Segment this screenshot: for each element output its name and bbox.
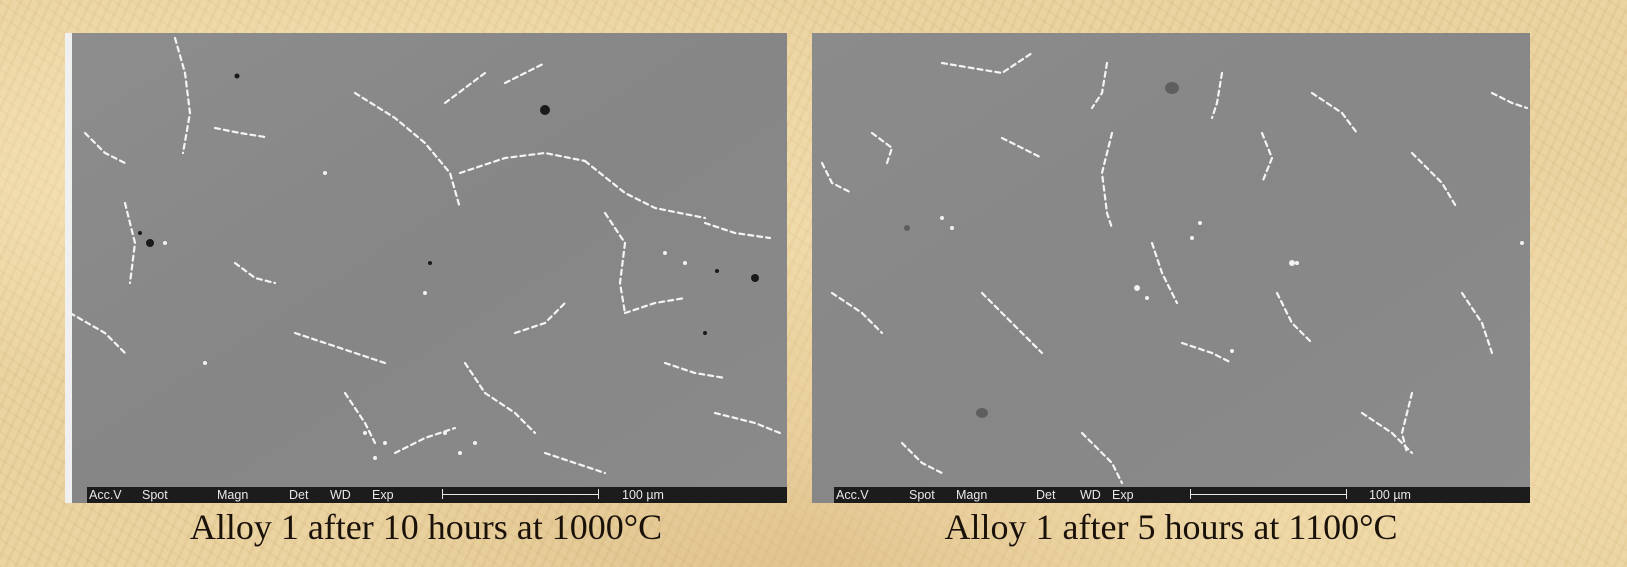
databar-magn-label: Magn bbox=[217, 488, 249, 502]
databar-spot-label: Spot bbox=[909, 488, 935, 502]
micrograph-left: Acc.V Spot Magn Det WD Exp 100 µm bbox=[65, 33, 787, 503]
databar-scale-label: 100 µm bbox=[1369, 488, 1411, 502]
databar-wd-label: WD bbox=[330, 488, 351, 502]
databar-exp-label: Exp bbox=[372, 488, 394, 502]
micrograph-left-databar: Acc.V Spot Magn Det WD Exp 100 µm bbox=[87, 487, 787, 503]
databar-det-label: Det bbox=[1036, 488, 1056, 502]
databar-wd-label: WD bbox=[1080, 488, 1101, 502]
caption-left: Alloy 1 after 10 hours at 1000°C bbox=[189, 507, 663, 547]
databar-exp-label: Exp bbox=[1112, 488, 1134, 502]
databar-spot-label: Spot bbox=[142, 488, 168, 502]
scale-bar bbox=[1190, 489, 1347, 499]
databar-det-label: Det bbox=[289, 488, 309, 502]
scale-bar bbox=[442, 489, 599, 499]
micrograph-right: Acc.V Spot Magn Det WD Exp 100 µm bbox=[812, 33, 1530, 503]
caption-right: Alloy 1 after 5 hours at 1100°C bbox=[944, 507, 1398, 547]
micrograph-right-databar: Acc.V Spot Magn Det WD Exp 100 µm bbox=[834, 487, 1530, 503]
databar-scale-label: 100 µm bbox=[622, 488, 664, 502]
databar-magn-label: Magn bbox=[956, 488, 988, 502]
databar-acc-label: Acc.V bbox=[89, 488, 122, 502]
micrograph-right-image bbox=[812, 33, 1530, 503]
micrograph-left-image bbox=[65, 33, 787, 503]
databar-acc-label: Acc.V bbox=[836, 488, 869, 502]
